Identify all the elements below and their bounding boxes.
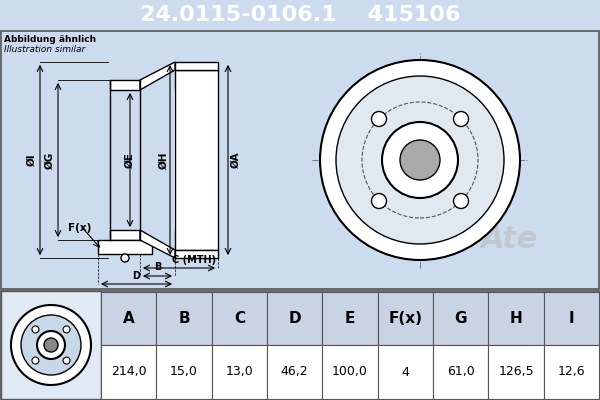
Bar: [175, 70, 218, 250]
Text: 13,0: 13,0: [226, 366, 253, 378]
Bar: [101, 292, 157, 345]
Text: 100,0: 100,0: [332, 366, 368, 378]
Bar: [212, 345, 267, 399]
Text: A: A: [123, 311, 134, 326]
Text: C (MTH): C (MTH): [172, 255, 216, 265]
Circle shape: [32, 326, 39, 333]
Bar: [140, 90, 175, 230]
Bar: [157, 292, 212, 345]
Text: Abbildung ähnlich: Abbildung ähnlich: [4, 35, 96, 44]
Text: 12,6: 12,6: [557, 366, 585, 378]
Text: E: E: [345, 311, 355, 326]
Circle shape: [371, 112, 386, 126]
Bar: [175, 62, 218, 70]
Text: 46,2: 46,2: [281, 366, 308, 378]
Bar: [110, 80, 140, 90]
Bar: [110, 90, 140, 230]
Circle shape: [454, 112, 469, 126]
Text: I: I: [569, 311, 574, 326]
Bar: [488, 292, 544, 345]
Text: H: H: [509, 311, 523, 326]
Bar: [98, 240, 152, 254]
Bar: [433, 345, 488, 399]
Bar: [377, 292, 433, 345]
Bar: [101, 345, 157, 399]
Bar: [110, 230, 140, 240]
Circle shape: [44, 338, 58, 352]
Bar: [488, 345, 544, 399]
Circle shape: [63, 326, 70, 333]
Text: ØH: ØH: [159, 151, 169, 169]
Bar: [175, 62, 218, 70]
Bar: [544, 292, 599, 345]
Bar: [433, 292, 488, 345]
Text: F(x): F(x): [68, 223, 91, 233]
Circle shape: [11, 305, 91, 385]
Text: Ate: Ate: [481, 226, 539, 254]
Bar: [175, 250, 218, 258]
Circle shape: [382, 122, 458, 198]
Text: ØA: ØA: [231, 152, 241, 168]
Circle shape: [371, 194, 386, 208]
Text: C: C: [234, 311, 245, 326]
Bar: [544, 345, 599, 399]
Text: 214,0: 214,0: [111, 366, 146, 378]
Polygon shape: [140, 230, 175, 258]
Text: F(x): F(x): [388, 311, 422, 326]
Bar: [110, 230, 140, 240]
Text: 61,0: 61,0: [447, 366, 475, 378]
Bar: [98, 240, 152, 254]
Circle shape: [37, 331, 65, 359]
Bar: [322, 345, 377, 399]
Text: 4: 4: [401, 366, 409, 378]
Circle shape: [400, 140, 440, 180]
Circle shape: [32, 357, 39, 364]
Bar: [377, 345, 433, 399]
Polygon shape: [140, 62, 175, 90]
Text: G: G: [454, 311, 467, 326]
Text: B: B: [178, 311, 190, 326]
Text: ØG: ØG: [45, 151, 55, 169]
Circle shape: [63, 357, 70, 364]
Text: D: D: [289, 311, 301, 326]
Circle shape: [320, 60, 520, 260]
Bar: [322, 292, 377, 345]
Circle shape: [336, 76, 504, 244]
Circle shape: [454, 194, 469, 208]
Text: 15,0: 15,0: [170, 366, 198, 378]
Bar: [110, 80, 140, 90]
Text: 24.0115-0106.1    415106: 24.0115-0106.1 415106: [140, 5, 460, 25]
Bar: [267, 345, 322, 399]
Bar: [175, 250, 218, 258]
Bar: [1, 291, 101, 399]
Text: Illustration similar: Illustration similar: [4, 45, 85, 54]
Bar: [267, 292, 322, 345]
Text: D: D: [133, 271, 140, 281]
Text: ØE: ØE: [125, 152, 135, 168]
Bar: [212, 292, 267, 345]
Circle shape: [21, 315, 81, 375]
Text: 126,5: 126,5: [498, 366, 534, 378]
Circle shape: [121, 254, 129, 262]
Text: ØI: ØI: [27, 154, 37, 166]
Bar: [157, 345, 212, 399]
Text: B: B: [154, 262, 161, 272]
